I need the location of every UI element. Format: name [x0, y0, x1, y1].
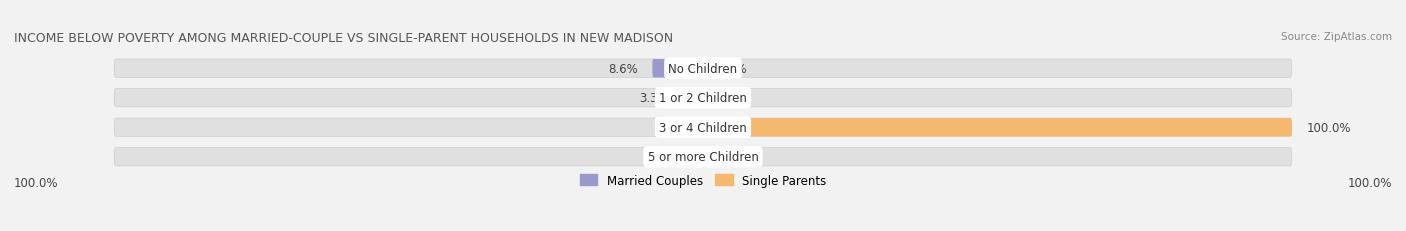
Text: 0.0%: 0.0%	[717, 62, 748, 75]
FancyBboxPatch shape	[114, 148, 1292, 166]
Text: 100.0%: 100.0%	[1347, 176, 1392, 189]
Text: 100.0%: 100.0%	[1306, 121, 1351, 134]
Text: 8.6%: 8.6%	[607, 62, 638, 75]
Text: 0.0%: 0.0%	[658, 121, 689, 134]
FancyBboxPatch shape	[114, 60, 1292, 78]
Text: 3.3%: 3.3%	[640, 92, 669, 105]
FancyBboxPatch shape	[683, 89, 703, 107]
Text: 1 or 2 Children: 1 or 2 Children	[659, 92, 747, 105]
Text: 0.0%: 0.0%	[717, 151, 748, 164]
FancyBboxPatch shape	[114, 119, 1292, 137]
Text: 3 or 4 Children: 3 or 4 Children	[659, 121, 747, 134]
FancyBboxPatch shape	[114, 89, 1292, 107]
FancyBboxPatch shape	[703, 119, 1292, 137]
Text: 100.0%: 100.0%	[14, 176, 59, 189]
Text: No Children: No Children	[668, 62, 738, 75]
FancyBboxPatch shape	[652, 60, 703, 78]
Text: 5 or more Children: 5 or more Children	[648, 151, 758, 164]
Legend: Married Couples, Single Parents: Married Couples, Single Parents	[579, 174, 827, 187]
Text: 0.0%: 0.0%	[658, 151, 689, 164]
Text: Source: ZipAtlas.com: Source: ZipAtlas.com	[1281, 32, 1392, 42]
Text: 0.0%: 0.0%	[717, 92, 748, 105]
Text: INCOME BELOW POVERTY AMONG MARRIED-COUPLE VS SINGLE-PARENT HOUSEHOLDS IN NEW MAD: INCOME BELOW POVERTY AMONG MARRIED-COUPL…	[14, 32, 673, 45]
